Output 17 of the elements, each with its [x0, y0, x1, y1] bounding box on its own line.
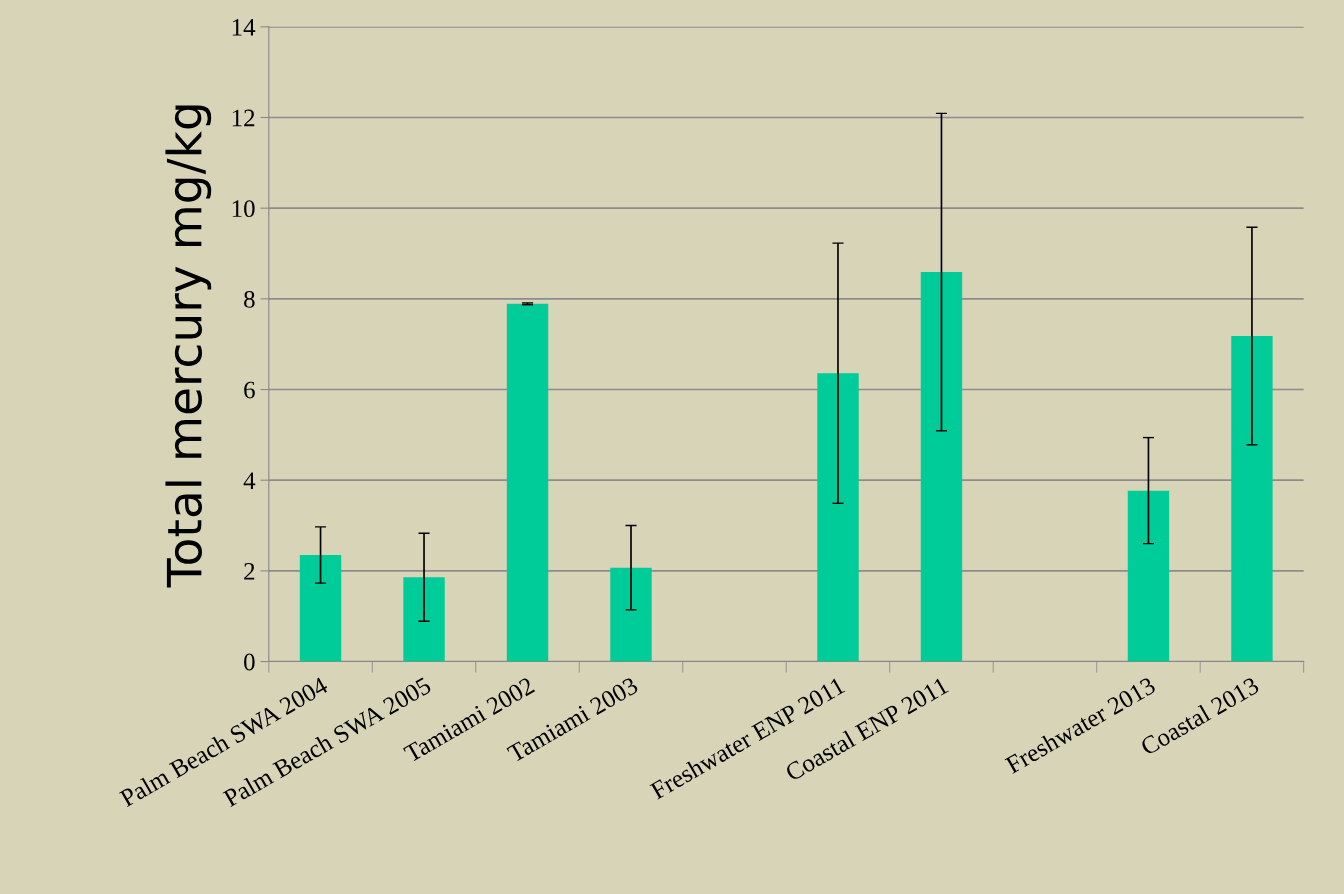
bar	[817, 373, 859, 662]
y-tick-label: 14	[232, 18, 256, 36]
bar	[1127, 490, 1170, 662]
y-tick-label: 2	[244, 563, 255, 580]
y-axis-title: Total mercury mg/kg	[165, 105, 212, 588]
bar	[920, 272, 963, 662]
y-tick-label: 8	[244, 290, 255, 308]
bar	[403, 577, 445, 662]
y-tick-label: 12	[232, 109, 255, 127]
bar	[1231, 336, 1273, 662]
y-tick-label: 0	[244, 653, 255, 671]
y-tick-label: 4	[243, 472, 256, 489]
bar	[299, 555, 342, 662]
bar	[506, 303, 549, 662]
y-tick-label: 6	[244, 381, 255, 399]
y-tick-label: 10	[232, 200, 255, 218]
bar	[610, 567, 652, 662]
